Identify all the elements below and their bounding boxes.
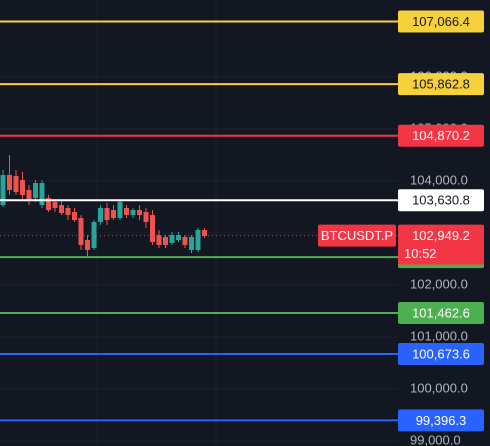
level-label-box [398,409,484,432]
candle-body [195,229,201,251]
y-tick-label: 100,000.0 [410,380,468,395]
y-tick-label: 102,000.0 [410,276,468,291]
candle-body [143,212,149,222]
candle-body [78,218,84,246]
y-tick-label: 104,000.0 [410,172,468,187]
candle-body [124,207,129,216]
candle-body [189,237,194,251]
current-price-label: 102,949.2 [412,228,470,243]
candle-body [46,198,51,211]
candle-body [33,182,38,199]
candle-body [130,210,136,216]
level-label: 100,673.6 [412,346,470,361]
level-label-box [398,189,484,212]
candle-body [163,237,168,246]
candle-body [0,175,6,206]
level-label-box [398,124,484,147]
candle-body [202,229,207,237]
candle-body [117,202,123,219]
level-label: 105,862.8 [412,77,470,92]
candle-body [182,237,188,246]
candle-body [104,207,110,221]
candle-body [72,212,77,221]
symbol-box [318,224,396,247]
candle-body [85,240,90,251]
candle-body [59,205,64,213]
level-label: 103,630.8 [412,193,470,208]
level-label: 99,396.3 [416,413,467,428]
candle-body [13,176,19,193]
current-price-box [398,224,484,265]
level-label: 101,462.6 [412,305,470,320]
candle-body [39,182,45,206]
level-label-box [398,73,484,96]
level-label-box [398,301,484,324]
candle-body [7,175,12,191]
candle-body [137,210,142,216]
candle-body [150,215,155,243]
candle-body [169,234,175,243]
countdown: 10:52 [404,246,437,261]
y-tick-label: 101,000.0 [410,328,468,343]
candle-body [20,180,25,195]
level-label-box [398,10,484,33]
candle-body [26,190,32,200]
candle-body [91,221,97,248]
candle-body [52,202,58,208]
symbol-label: BTCUSDT.P [321,228,393,243]
level-label: 107,066.4 [412,14,470,29]
candle-body [98,207,103,222]
level-label: 104,870.2 [412,128,470,143]
level-label-box [398,342,484,365]
candle-body [111,210,116,219]
candle-body [65,207,71,216]
candle-body [156,234,162,246]
y-tick-label: 99,000.0 [410,432,461,446]
candle-body [176,234,181,241]
